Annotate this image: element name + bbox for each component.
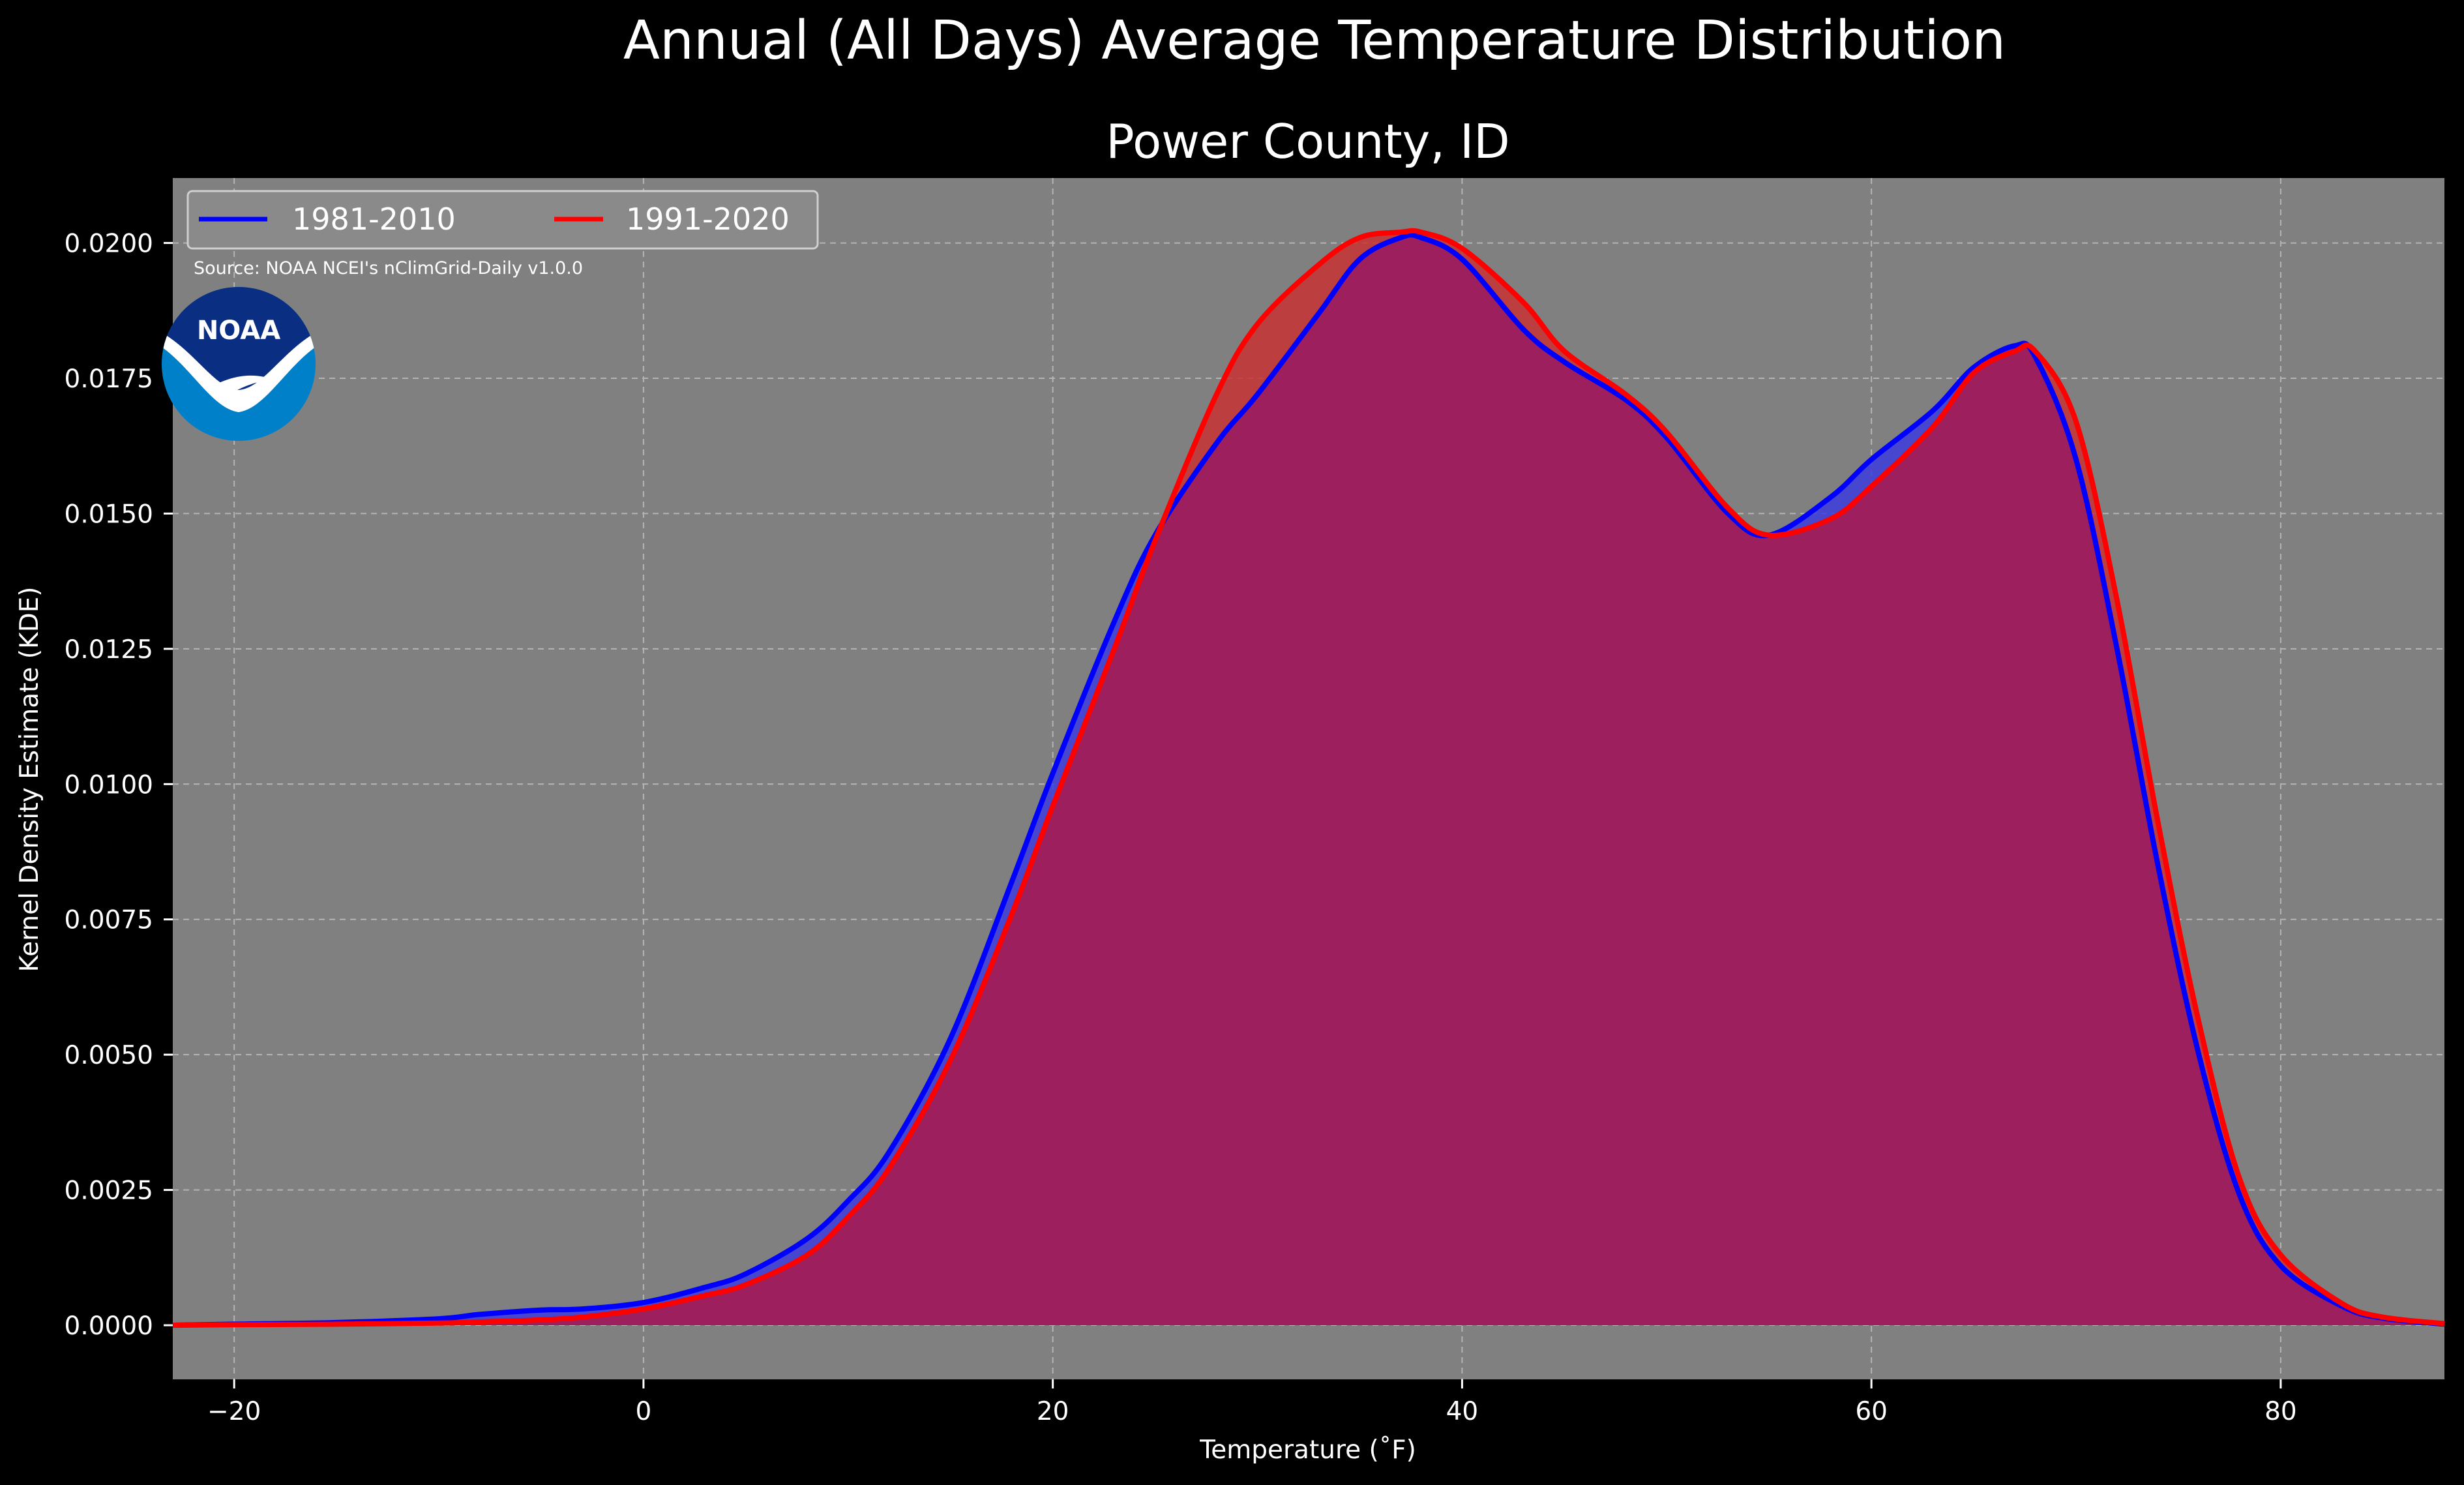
x-tick-label: 20 (1037, 1397, 1069, 1426)
noaa-logo: NOAA (162, 287, 316, 441)
chart-subtitle: Power County, ID (1106, 114, 1509, 169)
y-tick-label: 0.0025 (65, 1177, 153, 1206)
legend-label-1991-2020: 1991-2020 (626, 202, 790, 237)
y-tick-label: 0.0150 (65, 500, 153, 529)
y-tick-label: 0.0075 (65, 906, 153, 935)
y-tick-label: 0.0175 (65, 365, 153, 394)
density-line-1991-2020 (172, 228, 2445, 1328)
density-overlap (173, 235, 2444, 1326)
y-tick-label: 0.0200 (65, 230, 153, 259)
density-lines (172, 228, 2445, 1328)
x-axis-label: Temperature (˚F) (1199, 1435, 1416, 1465)
density-line-1981-2010 (172, 232, 2445, 1328)
y-tick-label: 0.0050 (65, 1041, 153, 1070)
legend-box (186, 190, 819, 250)
legend-label-1981-2010: 1981-2010 (292, 202, 456, 237)
chart-title: Annual (All Days) Average Temperature Di… (623, 10, 2006, 72)
noaa-logo-text: NOAA (197, 316, 280, 346)
y-axis-ticks: 0.0000 0.0025 0.0050 0.0075 0.0100 0.0125 0.01… (65, 230, 173, 1341)
x-tick-label: 80 (2264, 1397, 2297, 1426)
x-tick-label: −20 (207, 1397, 261, 1426)
source-note: Source: NOAA NCEI's nClimGrid-Daily v1.0… (194, 258, 583, 278)
density-areas (173, 230, 2444, 1326)
y-tick-label: 0.0000 (65, 1312, 153, 1341)
x-tick-label: 40 (1446, 1397, 1479, 1426)
y-tick-label: 0.0125 (65, 635, 153, 665)
y-axis-label: Kernel Density Estimate (KDE) (15, 587, 44, 972)
x-tick-label: 0 (635, 1397, 651, 1426)
legend: 1981-2010 1991-2020 (186, 190, 819, 250)
x-tick-label: 60 (1855, 1397, 1888, 1426)
y-tick-label: 0.0100 (65, 770, 153, 800)
x-axis-ticks: −20 0 20 40 60 80 (207, 1379, 2297, 1426)
